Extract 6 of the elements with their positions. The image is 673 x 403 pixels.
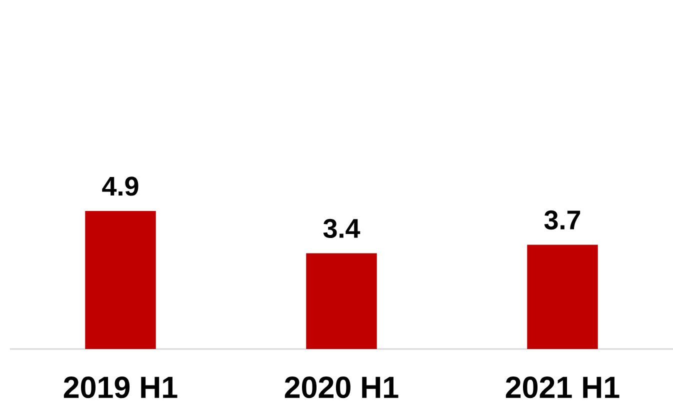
x-tick-label: 2019 H1 <box>64 376 178 398</box>
data-label: 3.7 <box>544 210 580 230</box>
x-tick-label: 2021 H1 <box>506 376 620 398</box>
data-label: 3.4 <box>323 218 360 238</box>
x-tick-label: 2020 H1 <box>284 376 398 398</box>
data-label: 4.9 <box>102 176 138 196</box>
